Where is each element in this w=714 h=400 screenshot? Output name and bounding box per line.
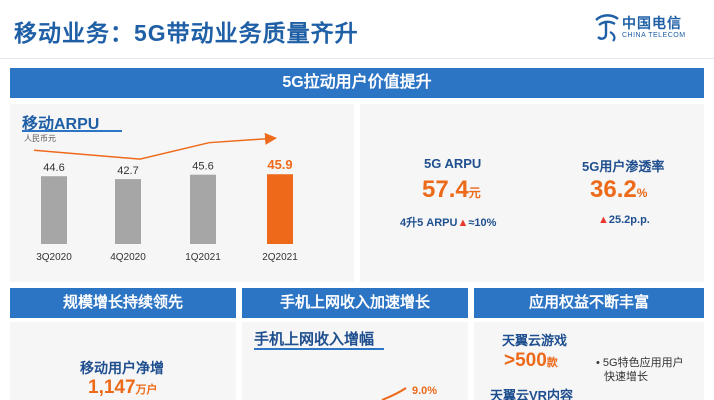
arpu-trend-arrow [33,132,277,160]
section-banner-mobile-internet: 手机上网收入加速增长 [242,288,468,318]
5g-app-users-line-1: • 5G特色应用用户 [596,357,684,369]
arpu-bar-4Q2020 [115,179,141,244]
cloud-game-unit: 款 [546,357,558,369]
logo-text-cn: 中国电信 [622,15,682,31]
mobile-internet-panel: 手机上网收入增幅 9.0% [242,322,468,400]
5g-app-users-bullet: • 5G特色应用用户快速增长 [596,356,684,384]
kpi-5g-arpu-unit: 元 [468,186,481,200]
arpu-bar-3Q2020 [41,176,67,244]
arpu-category-label-3Q2020: 3Q2020 [36,252,72,263]
section-banner-user-value: 5G拉动用户价值提升 [10,68,704,98]
kpi-5g-arpu-label: 5G ARPU [424,156,482,171]
mobile-internet-growth-arrow [381,387,407,400]
kpi-5g-arpu-value: 57.4元 [422,176,481,204]
kpi-5g-arpu-number: 57.4 [422,176,469,203]
kpi-panel: 5G ARPU 57.4元 4升5 ARPU▲≈10% 5G用户渗透率 36.2… [360,104,704,282]
mobile-internet-growth-pct: 9.0% [412,385,438,397]
title-divider [0,58,714,59]
arpu-category-label-1Q2021: 1Q2021 [185,252,221,263]
section-banner-scale-growth: 规模增长持续领先 [10,288,236,318]
cloud-game-value: >500款 [504,350,558,372]
mobile-net-add-number: 1,147 [88,377,136,398]
mobile-net-add-unit: 万户 [135,384,158,396]
logo-text-en: CHINA TELECOM [622,32,686,39]
arpu-value-label-3Q2020: 44.6 [43,162,64,174]
kpi-penetration-value: 36.2% [590,176,647,204]
mobile-internet-growth-label: 手机上网收入增幅 [254,331,375,348]
kpi-penetration-label: 5G用户渗透率 [582,159,665,174]
chart-unit-label: 人民币元 [24,134,56,143]
arpu-value-label-2Q2021: 45.9 [267,157,292,172]
cloud-game-label: 天翼云游戏 [502,333,568,348]
arpu-category-label-4Q2020: 4Q2020 [110,252,146,263]
up-arrow-icon: ▲ [598,214,609,226]
arpu-bar-chart: 44.6 3Q2020 42.7 4Q2020 45.6 1Q2021 45.9 2Q2021 [33,132,298,263]
chart-title: 移动ARPU [22,116,100,133]
arpu-chart-panel: 移动ARPU 人民币元 44.6 3Q2020 42.7 4Q2020 45.6 1Q20… [10,104,354,282]
page-title: 移动业务：5G带动业务质量齐升 [14,20,359,46]
arpu-bar-2Q2021 [267,174,293,244]
arpu-bar-1Q2021 [190,174,216,244]
app-rights-panel: 天翼云游戏 >500款 天翼云VR内容 • 5G特色应用用户快速增长 [474,322,704,400]
mobile-internet-underline [254,348,384,350]
kpi-penetration-uplift-value: 25.2p.p. [608,214,650,226]
chart-title-underline [22,130,122,132]
china-telecom-logo: 中国电信 CHINA TELECOM [592,10,700,50]
kpi-arpu-uplift-prefix: 4升5 ARPU [400,217,458,229]
up-arrow-icon: ▲ [457,217,469,229]
cloud-vr-label: 天翼云VR内容 [490,388,574,400]
arpu-value-label-4Q2020: 42.7 [117,165,138,177]
kpi-arpu-uplift-value: ≈10% [468,217,497,229]
arpu-category-label-2Q2021: 2Q2021 [262,252,298,263]
5g-app-users-line-2: 快速增长 [604,371,648,383]
cloud-game-number: >500 [504,350,547,371]
kpi-penetration-uplift: ▲25.2p.p. [598,214,650,226]
kpi-arpu-uplift: 4升5 ARPU▲≈10% [400,214,496,230]
scale-growth-panel: 移动用户净增 1,147万户 [10,322,236,400]
kpi-penetration-number: 36.2 [590,176,637,203]
kpi-penetration-unit: % [636,186,648,200]
china-telecom-logo-icon [595,14,619,42]
mobile-net-add-label: 移动用户净增 [80,360,164,376]
arpu-value-label-1Q2021: 45.6 [192,161,213,173]
section-banner-app-rights: 应用权益不断丰富 [474,288,704,318]
mobile-net-add-value: 1,147万户 [88,377,158,399]
